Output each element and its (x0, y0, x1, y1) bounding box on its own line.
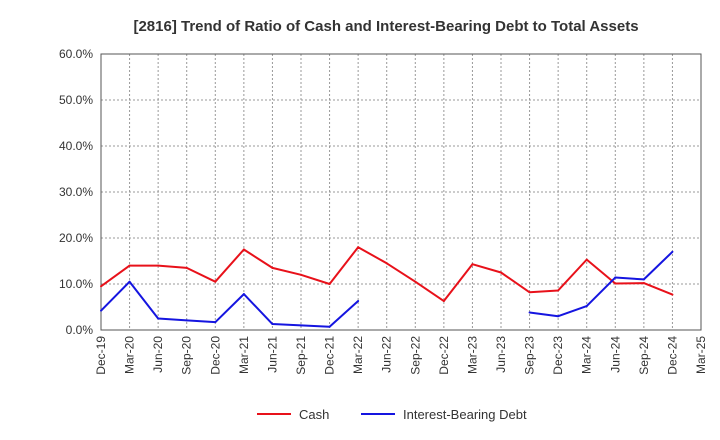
x-tick-label: Mar-20 (123, 336, 137, 374)
x-tick-label: Jun-21 (265, 336, 279, 373)
point-interest-bearing-debt (614, 276, 617, 279)
y-tick-label: 0.0% (66, 323, 94, 337)
point-cash (614, 282, 617, 285)
y-tick-label: 30.0% (59, 185, 93, 199)
series-line-interest-bearing-debt (529, 251, 674, 318)
x-tick-label: Mar-21 (237, 336, 251, 374)
y-tick-label: 60.0% (59, 47, 93, 61)
point-interest-bearing-debt (128, 280, 131, 283)
legend: Cash Interest-Bearing Debt (257, 407, 527, 422)
series-cash (100, 246, 674, 303)
point-interest-bearing-debt (100, 309, 102, 312)
point-interest-bearing-debt (242, 293, 245, 296)
x-tick-label: Dec-21 (323, 336, 337, 375)
point-cash (214, 280, 217, 283)
point-interest-bearing-debt (671, 250, 674, 253)
x-tick-label: Dec-24 (665, 336, 679, 375)
point-cash (157, 264, 160, 267)
y-tick-label: 20.0% (59, 231, 93, 245)
point-cash (385, 262, 388, 265)
point-cash (185, 266, 188, 269)
legend-label-cash: Cash (299, 407, 329, 422)
point-cash (642, 282, 645, 285)
y-tick-label: 10.0% (59, 277, 93, 291)
point-cash (500, 271, 502, 274)
x-tick-label: Sep-23 (523, 336, 537, 375)
x-tick-label: Dec-23 (551, 336, 565, 375)
series-interest-bearing-debt (100, 250, 674, 328)
y-tick-label: 50.0% (59, 93, 93, 107)
point-cash (442, 300, 445, 303)
vertical-gridlines (129, 54, 673, 330)
point-interest-bearing-debt (185, 319, 188, 322)
x-tick-label: Sep-24 (637, 336, 651, 375)
point-interest-bearing-debt (271, 323, 274, 326)
point-cash (242, 248, 245, 251)
x-tick-label: Sep-22 (408, 336, 422, 375)
series-line-interest-bearing-debt (100, 280, 359, 328)
y-axis-ticks: 0.0% 10.0% 20.0% 30.0% 40.0% 50.0% 60.0% (59, 47, 93, 337)
point-cash (100, 285, 102, 288)
x-tick-label: Dec-22 (437, 336, 451, 375)
y-tick-label: 40.0% (59, 139, 93, 153)
point-cash (271, 266, 274, 269)
legend-label-interest-bearing-debt: Interest-Bearing Debt (403, 407, 527, 422)
point-interest-bearing-debt (585, 305, 588, 308)
point-cash (557, 289, 560, 292)
x-tick-label: Dec-19 (94, 336, 108, 375)
x-tick-label: Jun-24 (608, 336, 622, 373)
x-tick-label: Jun-20 (151, 336, 165, 373)
x-axis-ticks: Dec-19 Mar-20 Jun-20 Sep-20 Dec-20 Mar-21 Jun-… (94, 336, 708, 375)
x-tick-label: Sep-20 (180, 336, 194, 375)
x-tick-label: Mar-25 (694, 336, 708, 374)
point-cash (585, 258, 588, 261)
point-cash (357, 246, 360, 249)
chart-title: [2816] Trend of Ratio of Cash and Intere… (133, 18, 638, 35)
point-cash (414, 280, 417, 283)
point-cash (300, 273, 302, 276)
point-interest-bearing-debt (357, 300, 360, 303)
point-interest-bearing-debt (642, 278, 645, 281)
point-cash (471, 263, 474, 266)
point-interest-bearing-debt (557, 315, 560, 318)
x-tick-label: Jun-23 (494, 336, 508, 373)
plot-border (100, 53, 702, 331)
point-interest-bearing-debt (328, 325, 331, 328)
series-layer (100, 246, 674, 328)
point-interest-bearing-debt (528, 311, 531, 314)
point-interest-bearing-debt (300, 324, 302, 327)
point-interest-bearing-debt (214, 321, 217, 324)
x-tick-label: Mar-22 (351, 336, 365, 374)
point-cash (528, 291, 531, 294)
point-cash (328, 283, 331, 285)
point-cash (128, 264, 131, 267)
point-cash (671, 293, 674, 296)
x-tick-label: Mar-24 (580, 336, 594, 374)
x-tick-label: Jun-22 (380, 336, 394, 373)
x-tick-label: Dec-20 (208, 336, 222, 375)
horizontal-gridlines (101, 99, 701, 285)
x-tick-label: Mar-23 (465, 336, 479, 374)
point-interest-bearing-debt (157, 317, 160, 320)
x-tick-label: Sep-21 (294, 336, 308, 375)
